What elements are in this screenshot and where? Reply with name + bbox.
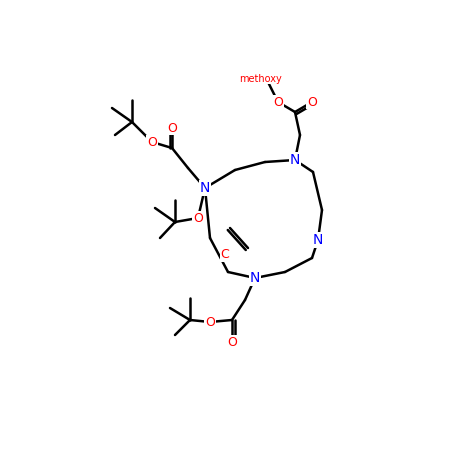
Text: N: N [313,233,323,247]
Text: O: O [167,122,177,135]
Text: O: O [147,135,157,148]
Text: O: O [205,315,215,328]
Text: methoxy: methoxy [239,74,282,84]
Text: O: O [193,212,203,225]
Text: N: N [250,271,260,285]
Text: C: C [220,248,229,261]
Text: N: N [200,181,210,195]
Text: O: O [307,95,317,108]
Text: O: O [227,336,237,348]
Text: N: N [290,153,300,167]
Text: O: O [273,95,283,108]
